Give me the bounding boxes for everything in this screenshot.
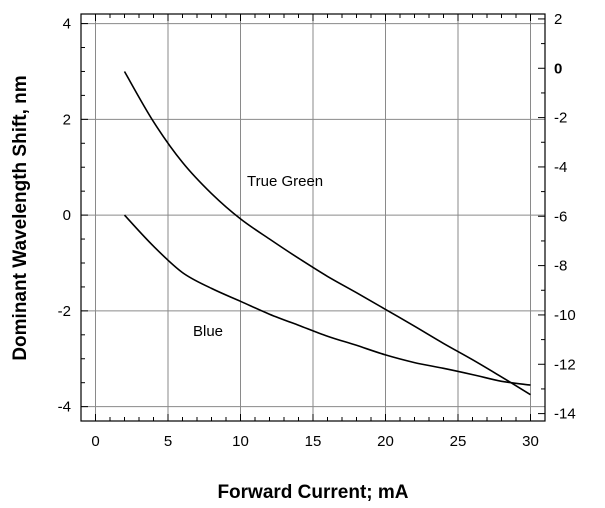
x-axis-title: Forward Current; mA [217, 482, 408, 503]
y-tick-label: 0 [63, 207, 71, 224]
annotation-true-green: True Green [247, 173, 323, 190]
x-tick-label: 30 [522, 433, 539, 450]
y2-tick-label: -4 [554, 159, 567, 176]
y2-tick-label: -6 [554, 208, 567, 225]
tick-labels: 0 5 10 15 20 25 30 -4 -2 0 2 4 -14 -12 -10 -8 -6 -4 -2 0 2 [58, 11, 576, 450]
x-tick-label: 5 [164, 433, 172, 450]
y-tick-label: -2 [58, 303, 71, 320]
x-tick-label: 0 [91, 433, 99, 450]
series-line-blue [123, 214, 531, 386]
y2-tick-label: -2 [554, 110, 567, 127]
y2-tick-label: -14 [554, 406, 576, 423]
grid [81, 14, 545, 421]
annotation-blue: Blue [193, 323, 223, 340]
y2-tick-label: -12 [554, 356, 576, 373]
x-tick-label: 25 [450, 433, 467, 450]
y-tick-label: 2 [63, 111, 71, 128]
y-axis-title: Dominant Wavelength Shift, nm [10, 75, 31, 360]
x-tick-label: 15 [305, 433, 322, 450]
y2-tick-label: 2 [554, 11, 562, 28]
series [123, 71, 531, 396]
y2-tick-label: -8 [554, 258, 567, 275]
y-tick-label: -4 [58, 399, 71, 416]
y-tick-label: 4 [63, 16, 71, 33]
y2-tick-label: -10 [554, 307, 576, 324]
x-tick-label: 20 [377, 433, 394, 450]
x-tick-label: 10 [232, 433, 249, 450]
series-line-true-green [123, 71, 531, 396]
ticks [80, 14, 546, 421]
y2-tick-label: 0 [554, 60, 562, 77]
